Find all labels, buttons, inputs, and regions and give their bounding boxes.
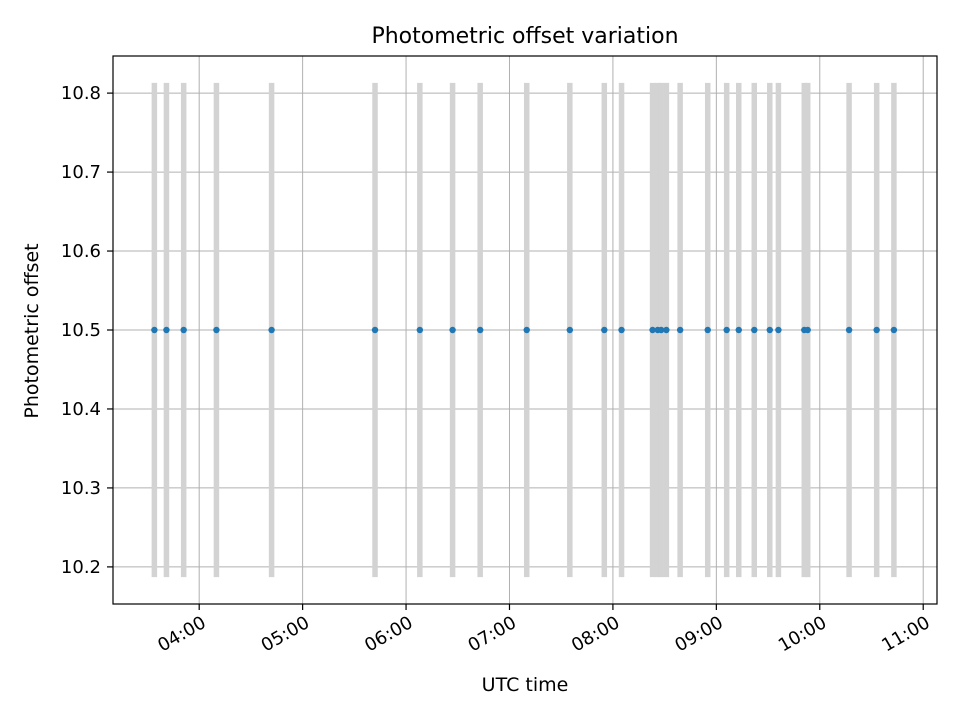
data-point bbox=[735, 326, 742, 334]
data-point bbox=[649, 326, 656, 334]
x-tick-label: 05:00 bbox=[258, 612, 313, 656]
y-tick-label: 10.3 bbox=[61, 478, 101, 499]
data-point bbox=[371, 326, 379, 334]
data-point bbox=[663, 326, 670, 334]
data-point bbox=[449, 326, 456, 334]
data-point bbox=[766, 326, 773, 334]
data-point bbox=[873, 326, 880, 334]
data-point bbox=[566, 326, 574, 334]
data-point bbox=[751, 326, 758, 334]
x-axis-label: UTC time bbox=[482, 674, 569, 696]
x-tick-label: 07:00 bbox=[465, 612, 520, 656]
y-tick-label: 10.2 bbox=[61, 557, 101, 578]
x-tick-label: 11:00 bbox=[878, 612, 933, 656]
data-points bbox=[151, 326, 898, 334]
data-point bbox=[601, 326, 608, 334]
data-point bbox=[476, 326, 484, 334]
chart-title: Photometric offset variation bbox=[371, 24, 678, 49]
data-point bbox=[180, 326, 187, 334]
data-point bbox=[151, 326, 158, 334]
data-point bbox=[676, 326, 684, 334]
x-tick-label: 09:00 bbox=[671, 612, 726, 656]
y-axis-label: Photometric offset bbox=[21, 243, 43, 418]
x-tick-label: 08:00 bbox=[568, 612, 623, 656]
data-point bbox=[704, 326, 711, 334]
x-tick-label: 06:00 bbox=[361, 612, 416, 656]
data-point bbox=[523, 326, 530, 334]
data-point bbox=[163, 326, 170, 334]
y-axis-ticks: 10.2 10.3 10.4 10.5 10.6 10.7 10.8 bbox=[61, 83, 113, 578]
data-point bbox=[804, 326, 811, 334]
y-tick-label: 10.7 bbox=[61, 162, 101, 183]
y-tick-label: 10.4 bbox=[61, 399, 101, 420]
data-point bbox=[213, 326, 220, 334]
data-point bbox=[845, 326, 853, 334]
data-point bbox=[268, 326, 275, 334]
data-point bbox=[775, 326, 782, 334]
data-point bbox=[723, 326, 730, 334]
data-point bbox=[618, 326, 625, 334]
y-tick-label: 10.5 bbox=[61, 320, 101, 341]
x-axis-ticks: 04:00 05:00 06:00 07:00 08:00 09:00 10:00 11:00 bbox=[154, 604, 934, 656]
x-tick-label: 04:00 bbox=[154, 612, 209, 656]
data-point bbox=[416, 326, 424, 334]
data-point bbox=[890, 326, 898, 334]
y-tick-label: 10.8 bbox=[61, 83, 101, 104]
data-point bbox=[657, 326, 665, 334]
y-tick-label: 10.6 bbox=[61, 241, 101, 262]
x-tick-label: 10:00 bbox=[775, 612, 830, 656]
